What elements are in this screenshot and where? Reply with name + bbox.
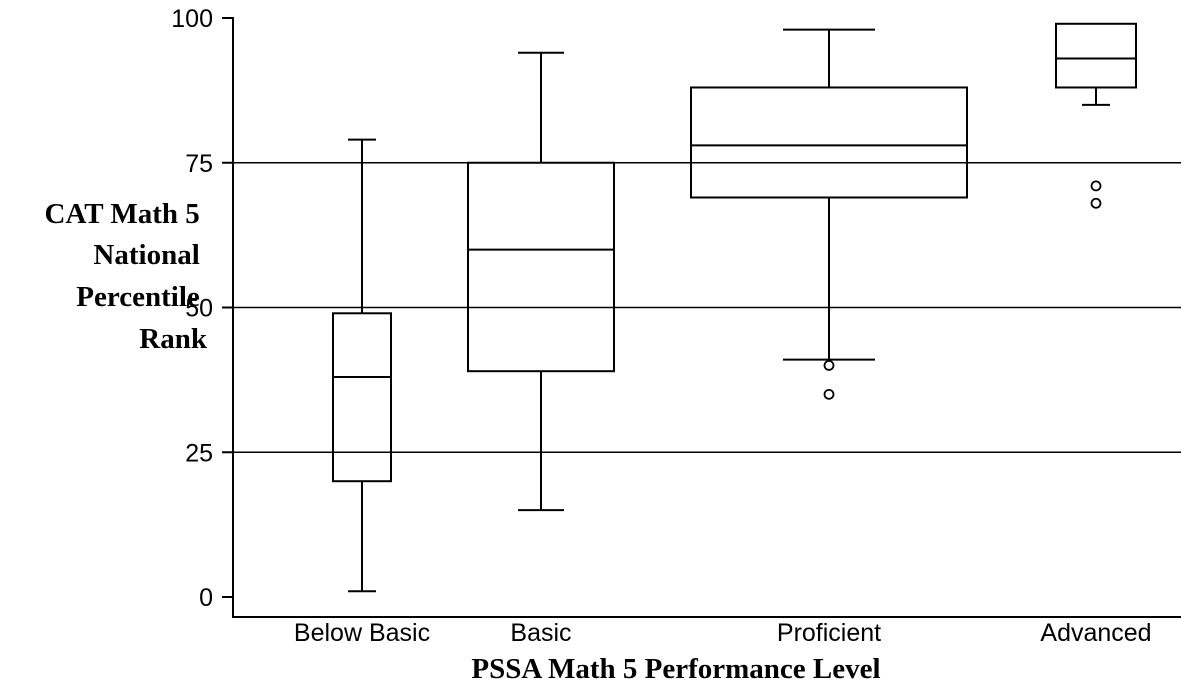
y-tick-label: 50 <box>185 295 213 323</box>
boxes <box>332 22 1137 593</box>
box-group <box>690 28 968 400</box>
box-group <box>332 138 392 593</box>
y-tick-label: 100 <box>171 5 213 33</box>
outlier-point <box>823 388 835 400</box>
box-group <box>1055 22 1137 209</box>
axes <box>232 17 1181 618</box>
y-axis-title-line: National <box>93 239 199 271</box>
y-ticks: 0 25 50 75 100 <box>171 5 233 612</box>
x-category-label: Advanced <box>1040 619 1151 647</box>
x-axis-title: PSSA Math 5 Performance Level <box>471 653 880 685</box>
outlier-point <box>1090 197 1102 209</box>
box-group <box>467 51 615 512</box>
y-tick-label: 0 <box>199 584 213 612</box>
y-axis-title-line: Rank <box>139 323 208 355</box>
y-axis-title: CAT Math 5 National Percentile Rank <box>45 198 208 355</box>
box-body <box>690 86 968 199</box>
y-tick-label: 75 <box>185 150 213 178</box>
y-axis-title-line: Percentile <box>76 281 200 313</box>
x-category-label: Basic <box>510 619 571 647</box>
category-labels: Below Basic Basic Proficient Advanced <box>294 619 1152 647</box>
x-category-label: Proficient <box>777 619 881 647</box>
x-category-label: Below Basic <box>294 619 430 647</box>
box-body <box>1055 22 1137 89</box>
y-axis-title-line: CAT Math 5 <box>45 198 200 230</box>
y-tick-label: 25 <box>185 439 213 467</box>
outlier-point <box>823 359 835 371</box>
outlier-point <box>1090 180 1102 192</box>
box-body <box>332 312 392 483</box>
box-body <box>467 161 615 373</box>
